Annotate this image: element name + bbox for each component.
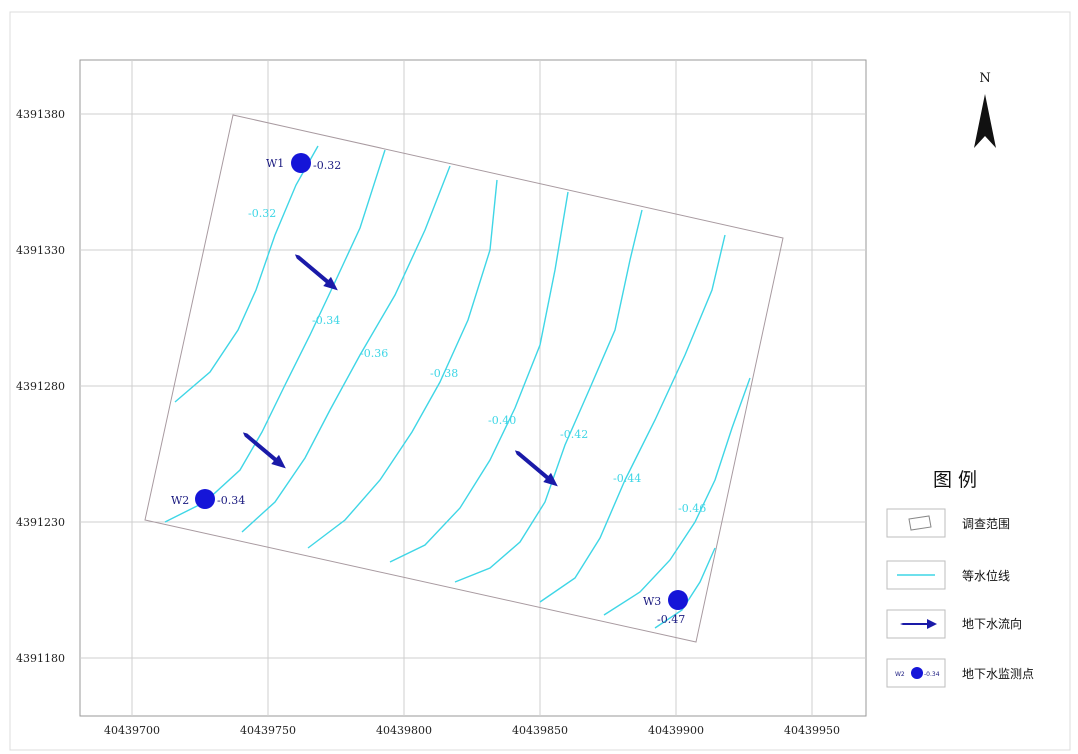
- contour-label: -0.32: [248, 207, 276, 220]
- legend-sample-value: -0.34: [924, 671, 940, 678]
- x-tick-label: 40439900: [648, 724, 704, 737]
- contour-line: [174, 145, 319, 403]
- well-marker[interactable]: [291, 153, 311, 173]
- north-arrow: N: [974, 71, 996, 148]
- contour-line: [307, 179, 498, 549]
- contour-labels: -0.32 -0.34 -0.36 -0.38 -0.40 -0.42 -0.4…: [248, 207, 706, 515]
- contour-label: -0.36: [360, 347, 388, 360]
- survey-boundary: [144, 114, 784, 643]
- x-tick-label: 40439950: [784, 724, 840, 737]
- contour-line: [603, 377, 751, 616]
- map-frame: [79, 59, 867, 717]
- contour-lines: [164, 145, 751, 629]
- flow-arrow: [242, 432, 286, 469]
- flow-arrows: [242, 254, 558, 487]
- contour-line: [654, 547, 716, 629]
- legend-label: 地下水流向: [962, 616, 1022, 631]
- legend-item-monitoring-point: W2 -0.34 地下水监测点: [886, 658, 1034, 688]
- well-W3[interactable]: W3 -0.47: [643, 590, 688, 626]
- well-id: W3: [643, 595, 661, 608]
- y-tick-label: 4391180: [16, 652, 65, 665]
- legend-sample-id: W2: [895, 671, 905, 678]
- well-W1[interactable]: W1 -0.32: [266, 153, 341, 173]
- contour-label: -0.38: [430, 367, 458, 380]
- well-value: -0.47: [657, 613, 685, 626]
- well-marker[interactable]: [668, 590, 688, 610]
- contour-label: -0.46: [678, 502, 706, 515]
- flow-arrow: [514, 450, 558, 487]
- well-value: -0.34: [217, 494, 245, 507]
- flow-arrow-icon: [900, 619, 937, 629]
- north-label: N: [979, 71, 990, 86]
- legend: 图 例 调查范围 等水位线 地下水流向 W2 -0.34 地下水监测点: [886, 469, 1034, 688]
- legend-item-survey-area: 调查范围: [886, 508, 1010, 538]
- y-tick-label: 4391230: [16, 516, 65, 529]
- contour-line: [241, 165, 451, 533]
- contour-label: -0.40: [488, 414, 516, 427]
- contour-line: [454, 209, 643, 583]
- contour-line: [539, 234, 726, 603]
- y-tick-labels: 4391380 4391330 4391280 4391230 4391180: [16, 108, 65, 665]
- grid: [80, 60, 866, 716]
- legend-swatch-box: [886, 508, 946, 538]
- legend-label: 地下水监测点: [962, 667, 1034, 681]
- contour-line: [164, 149, 386, 523]
- x-tick-label: 40439700: [104, 724, 160, 737]
- well-id: W1: [266, 157, 284, 170]
- y-tick-label: 4391380: [16, 108, 65, 121]
- y-tick-label: 4391330: [16, 244, 65, 257]
- legend-item-contour-line: 等水位线: [886, 560, 1010, 590]
- legend-title: 图 例: [933, 469, 977, 491]
- y-tick-label: 4391280: [16, 380, 65, 393]
- x-tick-label: 40439850: [512, 724, 568, 737]
- north-arrow-icon: [974, 94, 996, 148]
- legend-item-flow-direction: 地下水流向: [886, 609, 1022, 639]
- well-W2[interactable]: W2 -0.34: [171, 489, 245, 509]
- survey-area-icon: [908, 515, 932, 531]
- flow-arrow: [294, 254, 338, 291]
- contour-label: -0.44: [613, 472, 641, 485]
- x-tick-label: 40439800: [376, 724, 432, 737]
- well-marker-icon: [911, 667, 923, 679]
- legend-label: 调查范围: [962, 517, 1010, 531]
- legend-label: 等水位线: [962, 568, 1010, 583]
- x-tick-labels: 40439700 40439750 40439800 40439850 4043…: [104, 724, 840, 737]
- outer-frame: [9, 11, 1071, 751]
- contour-label: -0.42: [560, 428, 588, 441]
- well-id: W2: [171, 494, 189, 507]
- contour-label: -0.34: [312, 314, 340, 327]
- x-tick-label: 40439750: [240, 724, 296, 737]
- well-marker[interactable]: [195, 489, 215, 509]
- contour-line: [389, 191, 569, 563]
- well-value: -0.32: [313, 159, 341, 172]
